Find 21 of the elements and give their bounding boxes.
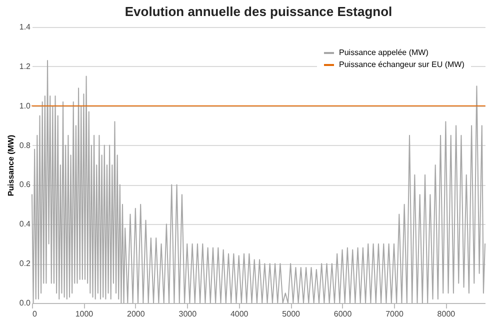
y-axis-title: Puissance (MW)	[6, 134, 16, 196]
x-tick-label: 4000	[230, 310, 249, 318]
y-tick-label: 0.2	[19, 259, 32, 268]
y-tick-label: 0.8	[19, 140, 32, 150]
y-tick-label: 1.4	[19, 22, 32, 32]
y-tick-label: 1.2	[19, 62, 32, 71]
y-tick-label: 0.0	[19, 298, 32, 308]
legend-label: Puissance échangeur sur EU (MW)	[339, 60, 465, 69]
x-tick-label: 8000	[437, 310, 456, 318]
y-tick-label: 0.6	[19, 180, 32, 190]
x-tick-label: 5000	[282, 310, 301, 318]
x-tick-label: 2000	[127, 310, 146, 318]
x-tick-label: 6000	[334, 310, 352, 318]
x-tick-label: 3000	[178, 310, 198, 318]
x-tick-label: 1000	[75, 310, 94, 318]
x-tick-label: 7000	[386, 310, 404, 318]
chart-title: Evolution annuelle des puissance Estagnol	[124, 4, 392, 19]
legend-label: Puissance appelée (MW)	[339, 48, 429, 57]
x-tick-label: 0	[32, 310, 38, 318]
y-tick-label: 0.4	[19, 220, 32, 229]
y-tick-label: 1.0	[19, 101, 32, 110]
